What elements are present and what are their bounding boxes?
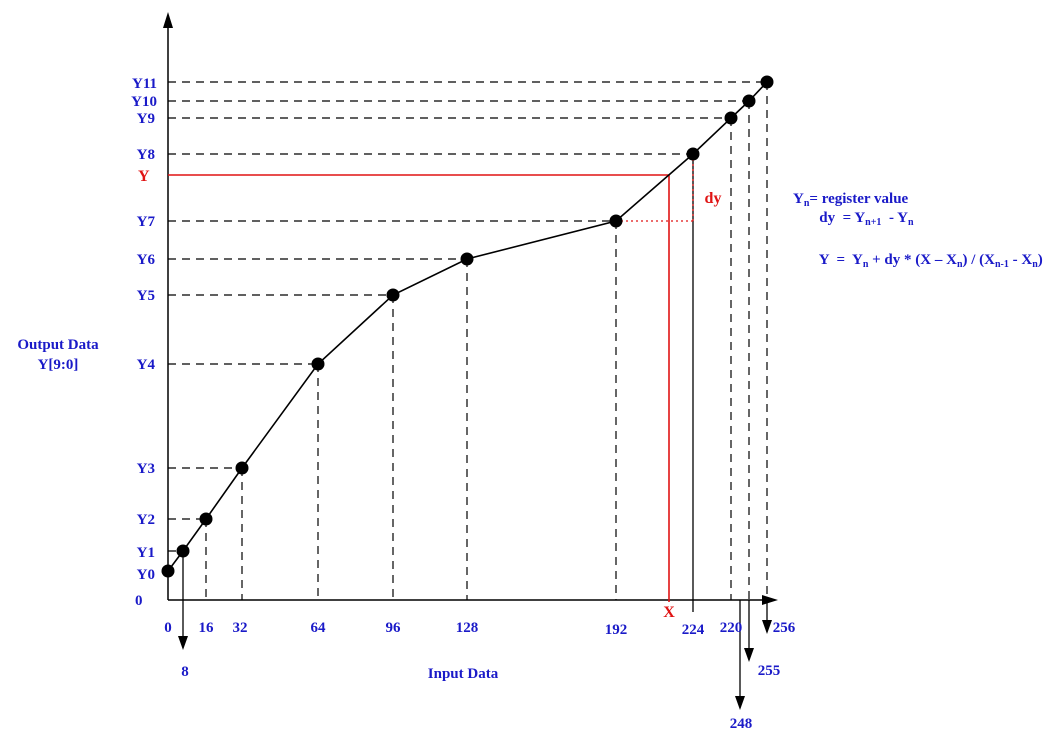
point-y8 [686, 147, 700, 161]
point-y7 [609, 214, 623, 228]
label-y5: Y5 [137, 288, 155, 304]
label-x0: 0 [164, 620, 172, 636]
leader-arrows [182, 551, 768, 700]
interp-x-label: X [663, 604, 675, 621]
formula-block: Yn= register value dy = Yn+1 - Yn Y = Yn… [793, 191, 1060, 270]
point-y0 [161, 564, 175, 578]
point-y1 [176, 544, 190, 558]
label-y2: Y2 [137, 512, 155, 528]
interp-y-label: Y [138, 168, 150, 185]
label-y3: Y3 [137, 461, 155, 477]
y-axis-arrowhead [163, 12, 173, 28]
label-y6: Y6 [137, 252, 156, 268]
label-x96: 96 [386, 620, 402, 636]
label-x16: 16 [199, 620, 215, 636]
label-x224: 224 [682, 622, 705, 638]
label-y8: Y8 [137, 147, 155, 163]
dy-label: dy [705, 190, 722, 207]
formula-line2: dy = Yn+1 - Yn [793, 210, 932, 229]
label-y9: Y9 [137, 111, 155, 127]
y-axis-title-line1: Output Data [17, 337, 99, 353]
y-axis-title-line2: Y[9:0] [38, 357, 79, 373]
dy-dotted-lines [616, 154, 694, 222]
vertical-guides [205, 82, 768, 600]
label-x248: 248 [730, 716, 753, 731]
leader-x248-arrowhead [735, 696, 745, 710]
point-y2 [199, 512, 213, 526]
label-x128: 128 [456, 620, 479, 636]
point-y6 [460, 252, 474, 266]
leader-x256-arrowhead [762, 620, 772, 634]
x-labels: 0 8 16 32 64 96 128 192 224 220 248 255 … [164, 620, 796, 731]
label-y0: Y0 [137, 567, 155, 583]
label-y11: Y11 [132, 76, 157, 92]
interpolation-lines [168, 174, 670, 602]
leader-x8-arrowhead [178, 636, 188, 650]
leader-x255-arrowhead [744, 648, 754, 662]
label-x64: 64 [311, 620, 327, 636]
x-axis-arrowhead [762, 595, 778, 605]
formula-line3: Y = Yn + dy * (X – Xn) / (Xn-1 - Xn) [793, 252, 1060, 270]
label-y1: Y1 [137, 545, 155, 561]
curve-points [161, 75, 774, 578]
label-x32: 32 [233, 620, 248, 636]
label-y10: Y10 [131, 94, 157, 110]
point-y9 [724, 111, 738, 125]
label-y7: Y7 [137, 214, 156, 230]
origin-label: 0 [135, 593, 143, 609]
formula-line1: Yn= register value [793, 191, 909, 209]
point-y10 [742, 94, 756, 108]
label-y4: Y4 [137, 357, 156, 373]
label-x8: 8 [181, 664, 189, 680]
x-axis-title: Input Data [428, 666, 499, 682]
point-y11 [760, 75, 774, 89]
label-x255: 255 [758, 663, 781, 679]
label-x220: 220 [720, 620, 743, 636]
y-labels: Y0 Y1 Y2 Y3 Y4 Y5 Y6 Y7 Y8 Y9 Y10 Y11 [131, 76, 157, 583]
horizontal-guides [168, 81, 767, 552]
point-y5 [386, 288, 400, 302]
point-y4 [311, 357, 325, 371]
label-x256: 256 [773, 620, 796, 636]
point-y3 [235, 461, 249, 475]
label-x192: 192 [605, 622, 628, 638]
